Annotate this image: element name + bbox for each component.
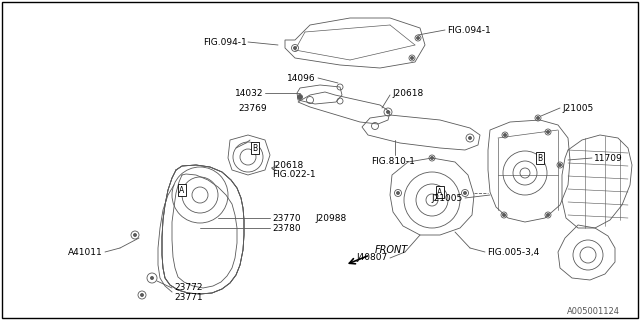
Circle shape	[141, 293, 143, 297]
Circle shape	[502, 213, 506, 217]
Circle shape	[150, 276, 154, 279]
Text: 14032: 14032	[234, 89, 263, 98]
Text: 23780: 23780	[272, 223, 301, 233]
Text: J20618: J20618	[392, 89, 423, 98]
Circle shape	[504, 133, 506, 137]
Text: 14096: 14096	[287, 74, 316, 83]
Text: A005001124: A005001124	[567, 308, 620, 316]
Text: FIG.005-3,4: FIG.005-3,4	[487, 247, 540, 257]
Circle shape	[298, 94, 303, 100]
Text: FIG.810-1: FIG.810-1	[371, 157, 415, 166]
Circle shape	[463, 191, 467, 195]
Circle shape	[387, 110, 390, 114]
Text: J20988: J20988	[315, 213, 346, 222]
Circle shape	[536, 116, 540, 119]
Text: 23772: 23772	[174, 284, 202, 292]
Text: FIG.022-1: FIG.022-1	[272, 170, 316, 179]
Text: A41011: A41011	[68, 247, 103, 257]
Text: 11709: 11709	[594, 154, 623, 163]
Circle shape	[397, 191, 399, 195]
Text: A: A	[437, 188, 443, 196]
Text: J40807: J40807	[356, 253, 388, 262]
Text: B: B	[538, 154, 543, 163]
Circle shape	[547, 213, 550, 217]
Circle shape	[294, 46, 296, 50]
Text: B: B	[252, 143, 257, 153]
Text: FRONT: FRONT	[375, 245, 408, 255]
Circle shape	[410, 57, 413, 60]
Circle shape	[134, 234, 136, 236]
Text: J21005: J21005	[562, 103, 593, 113]
Text: J20618: J20618	[272, 161, 303, 170]
Circle shape	[547, 131, 550, 133]
Text: J21005: J21005	[432, 194, 463, 203]
Text: 23771: 23771	[174, 292, 203, 301]
Text: FIG.094-1: FIG.094-1	[447, 26, 491, 35]
Circle shape	[431, 156, 433, 159]
Circle shape	[417, 36, 419, 39]
Text: 23770: 23770	[272, 213, 301, 222]
Text: 23769: 23769	[238, 103, 267, 113]
Circle shape	[559, 164, 561, 166]
Circle shape	[468, 137, 472, 140]
Text: FIG.094-1: FIG.094-1	[204, 37, 247, 46]
Text: A: A	[179, 186, 184, 195]
